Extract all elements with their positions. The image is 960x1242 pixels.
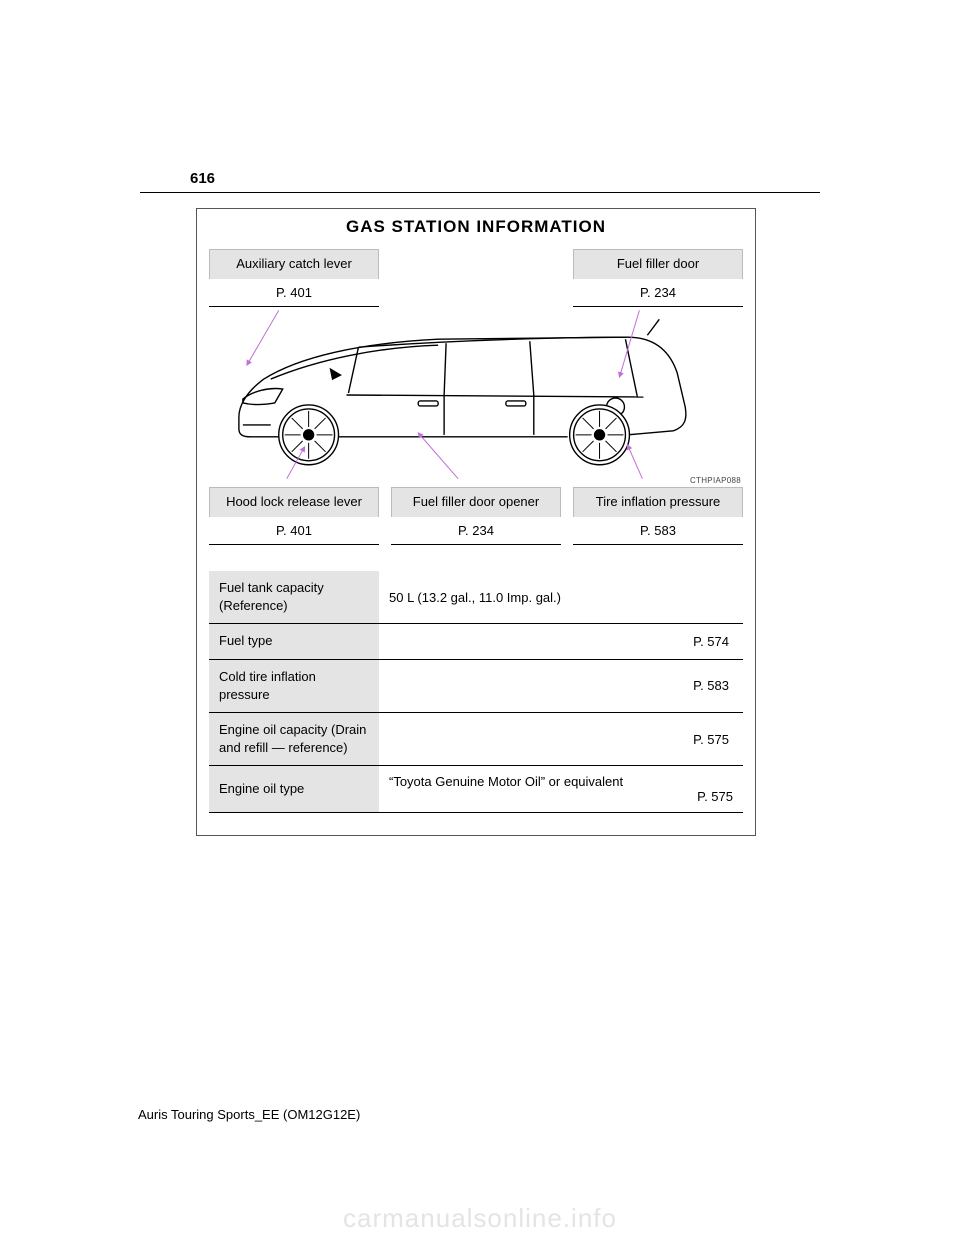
callout-fuel-opener: Fuel filler door opener P. 234	[391, 487, 561, 545]
spec-value: P. 583	[379, 659, 743, 712]
callout-label: Fuel filler door	[573, 249, 743, 279]
callout-page-ref: P. 401	[209, 517, 379, 545]
callout-label: Fuel filler door opener	[391, 487, 561, 517]
spec-value: P. 575	[379, 712, 743, 765]
callout-label: Tire inflation pressure	[573, 487, 743, 517]
callout-page-ref: P. 401	[209, 279, 379, 307]
spec-value: P. 574	[379, 624, 743, 659]
table-row: Engine oil capacity (Drain and refill — …	[209, 712, 743, 765]
callout-label: Hood lock release lever	[209, 487, 379, 517]
table-row: Cold tire inflation pressure P. 583	[209, 659, 743, 712]
spec-key: Cold tire inflation pressure	[209, 659, 379, 712]
callout-aux-catch: Auxiliary catch lever P. 401	[209, 249, 379, 307]
page-number: 616	[190, 170, 215, 187]
spec-key: Fuel type	[209, 624, 379, 659]
spec-table: Fuel tank capacity (Reference) 50 L (13.…	[209, 571, 743, 813]
table-row: Fuel type P. 574	[209, 624, 743, 659]
info-panel: GAS STATION INFORMATION Auxiliary catch …	[196, 208, 756, 836]
callout-page-ref: P. 234	[573, 279, 743, 307]
panel-title: GAS STATION INFORMATION	[197, 209, 755, 249]
callout-tire-pressure: Tire inflation pressure P. 583	[573, 487, 743, 545]
callout-fuel-door: Fuel filler door P. 234	[573, 249, 743, 307]
spec-key: Fuel tank capacity (Reference)	[209, 571, 379, 624]
spec-key: Engine oil type	[209, 766, 379, 813]
spec-value: “Toyota Genuine Motor Oil” or equivalent…	[379, 766, 743, 813]
table-row: Fuel tank capacity (Reference) 50 L (13.…	[209, 571, 743, 624]
callout-hood-release: Hood lock release lever P. 401	[209, 487, 379, 545]
car-diagram: CTHPIAP088	[209, 307, 743, 487]
car-svg	[209, 307, 743, 487]
spec-value: 50 L (13.2 gal., 11.0 Imp. gal.)	[379, 571, 743, 624]
spec-value-text: “Toyota Genuine Motor Oil” or equivalent	[389, 774, 623, 789]
footer-text: Auris Touring Sports_EE (OM12G12E)	[138, 1107, 360, 1122]
bottom-callouts: Hood lock release lever P. 401 Fuel fill…	[197, 487, 755, 545]
callout-page-ref: P. 234	[391, 517, 561, 545]
callout-label: Auxiliary catch lever	[209, 249, 379, 279]
spec-value-page: P. 575	[389, 789, 733, 804]
header-rule	[140, 192, 820, 193]
watermark: carmanualsonline.info	[343, 1203, 617, 1234]
top-callouts: Auxiliary catch lever P. 401 Fuel filler…	[197, 249, 755, 307]
table-row: Engine oil type “Toyota Genuine Motor Oi…	[209, 766, 743, 813]
callout-page-ref: P. 583	[573, 517, 743, 545]
spec-key: Engine oil capacity (Drain and refill — …	[209, 712, 379, 765]
diagram-id: CTHPIAP088	[690, 476, 741, 485]
